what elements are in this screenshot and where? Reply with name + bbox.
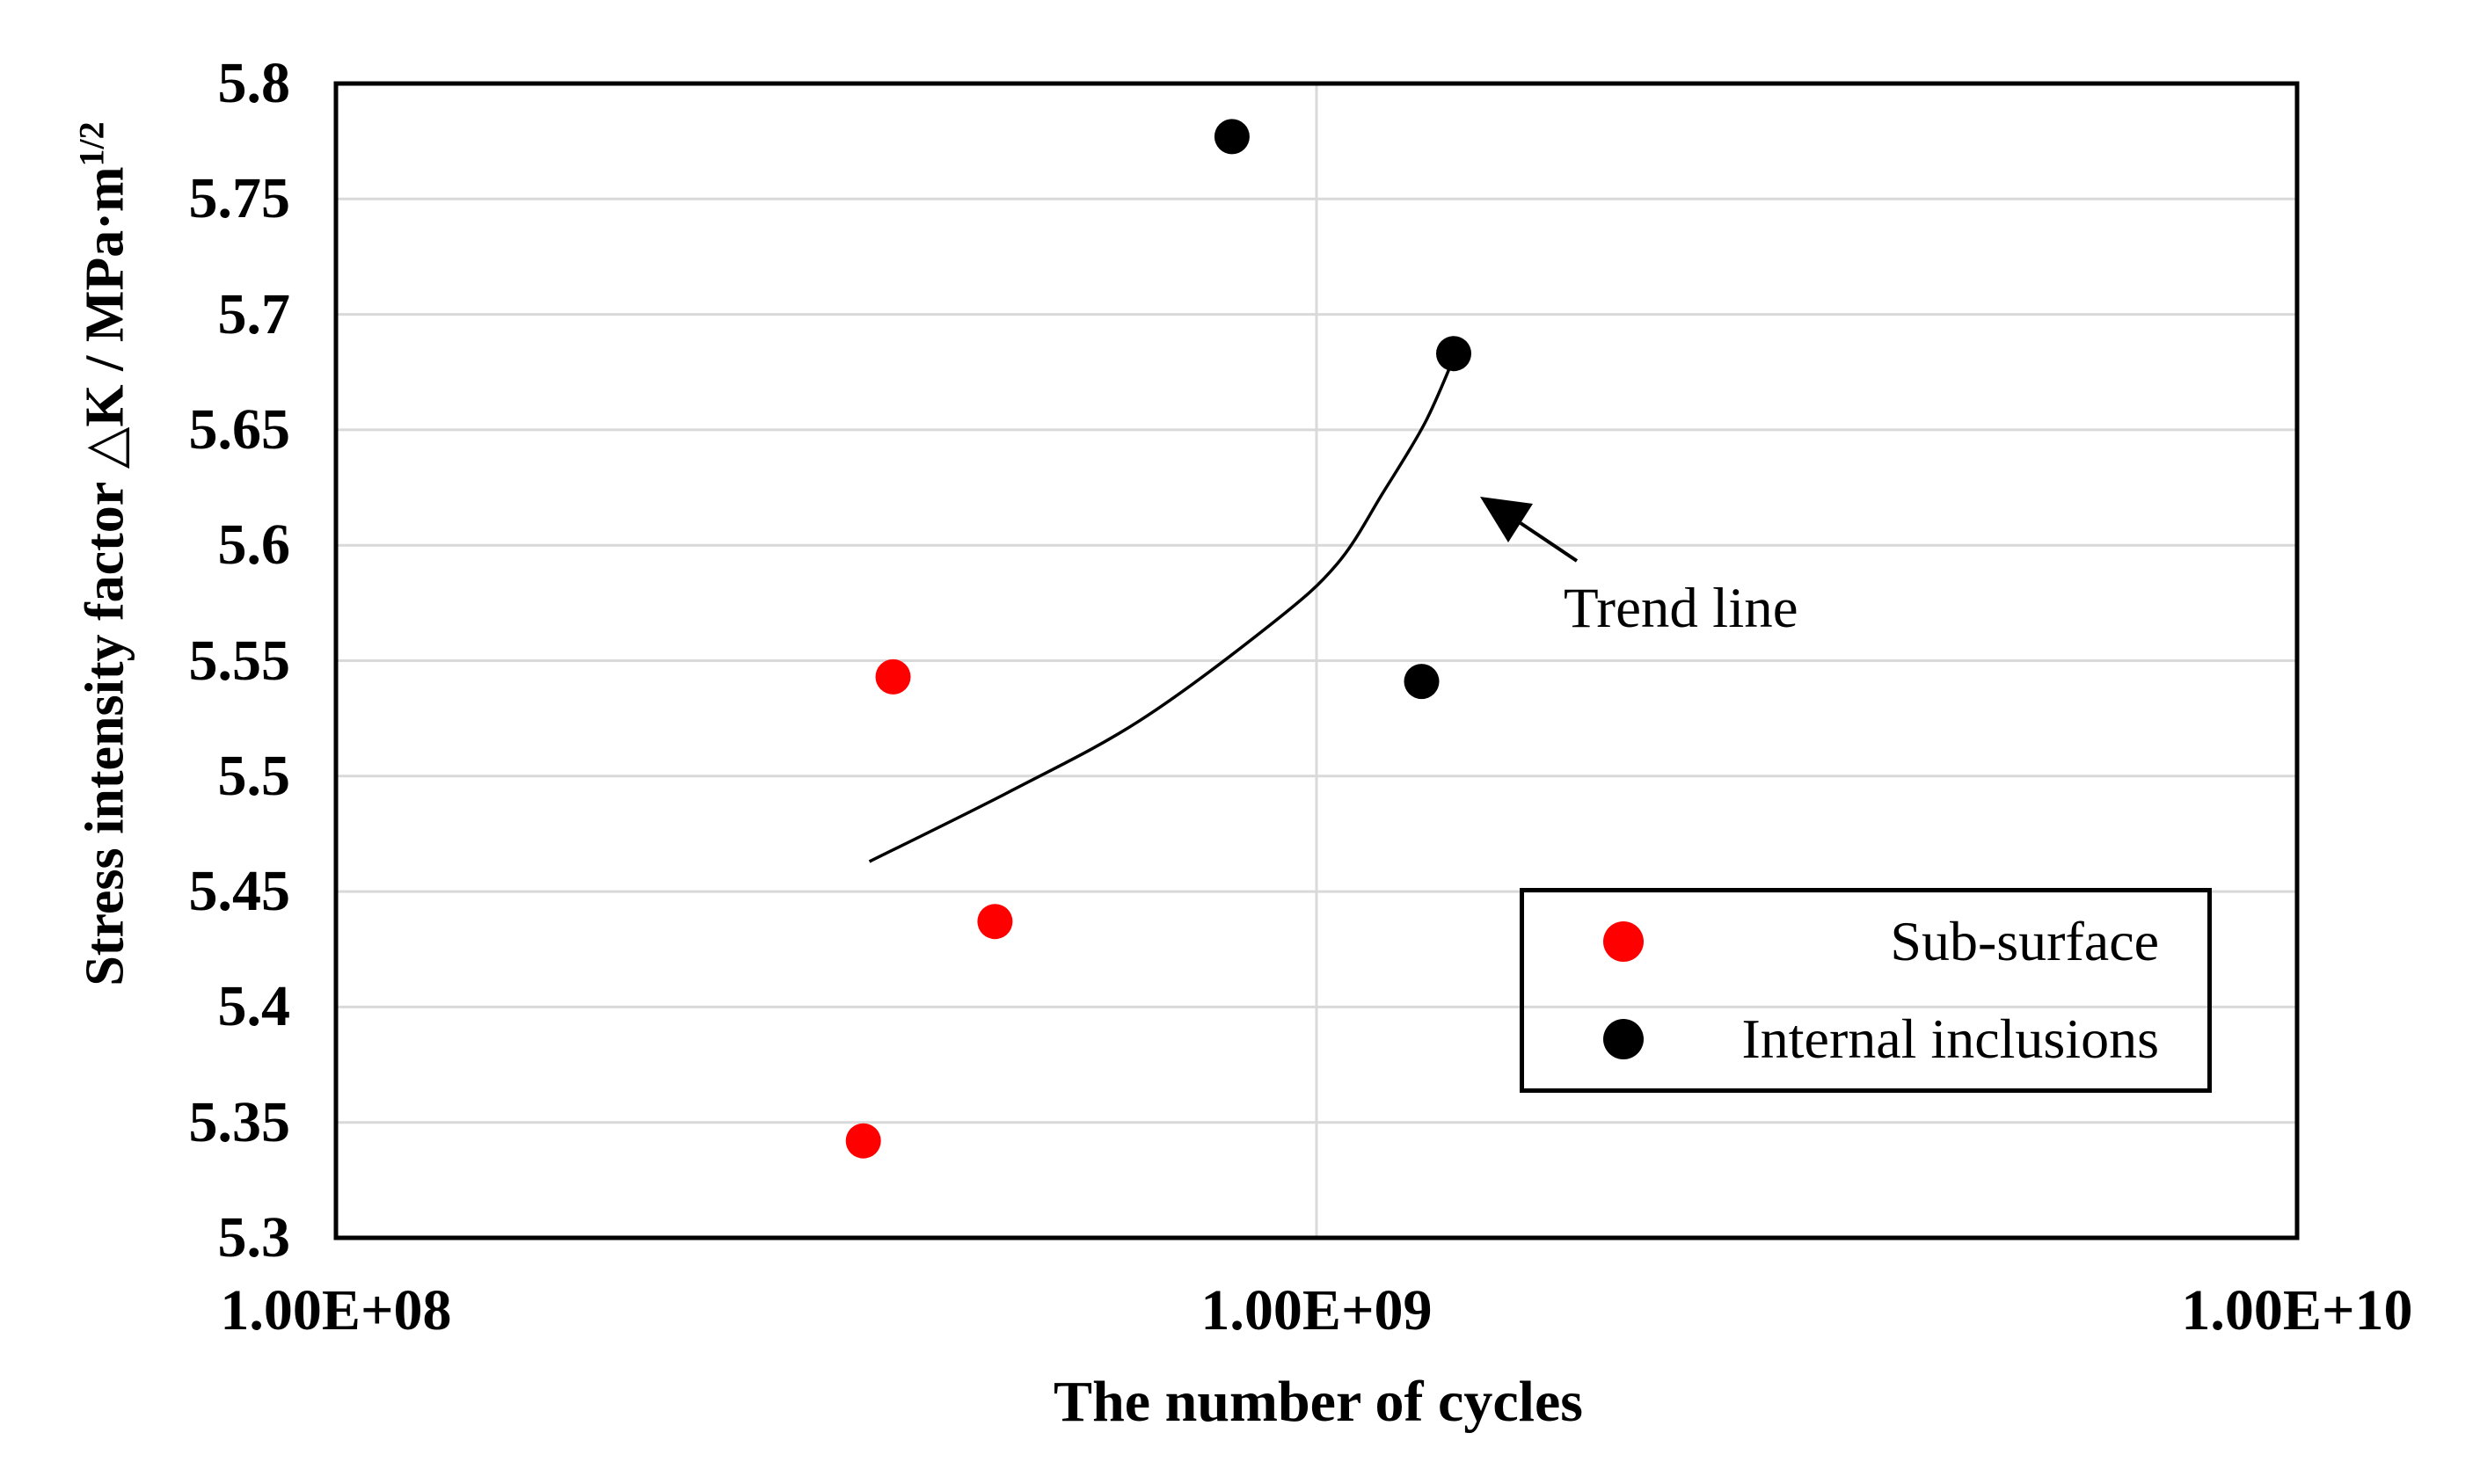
- data-point-internal-inclusions: [1404, 664, 1440, 700]
- y-tick-label: 5.55: [188, 628, 291, 693]
- y-tick-label: 5.45: [188, 859, 291, 924]
- y-tick-label: 5.3: [217, 1205, 291, 1269]
- legend-item-sub-surface: Sub-surface: [1524, 892, 2207, 991]
- y-tick-label: 5.6: [217, 513, 291, 578]
- y-axis-title-superscript: 1/2: [71, 121, 112, 167]
- x-axis-title: The number of cycles: [1054, 1370, 1583, 1434]
- data-point-sub-surface: [875, 658, 911, 695]
- sub-surface-marker-icon: [1603, 920, 1644, 962]
- plot-border: [333, 81, 2300, 1240]
- legend-label-internal-inclusions: Internal inclusions: [1741, 1008, 2159, 1071]
- y-tick-label: 5.65: [188, 396, 291, 462]
- y-tick-label: 5.8: [217, 51, 291, 115]
- internal-inclusions-marker-icon: [1603, 1019, 1644, 1060]
- trend-arrow-head-icon: [1480, 497, 1533, 542]
- trend-line-annotation-label: Trend line: [1564, 577, 1798, 640]
- y-tick-label: 5.4: [217, 974, 291, 1039]
- y-tick-label: 5.5: [217, 743, 291, 808]
- data-point-internal-inclusions: [1214, 119, 1250, 155]
- y-tick-label: 5.7: [217, 281, 291, 346]
- legend-label-sub-surface: Sub-surface: [1890, 909, 2159, 972]
- x-tick-label: 1.00E+10: [2181, 1278, 2413, 1342]
- y-tick-label: 5.35: [188, 1089, 291, 1154]
- trend-arrow-shaft: [1519, 521, 1579, 563]
- legend: Sub-surface Internal inclusions: [1520, 888, 2212, 1093]
- x-tick-label: 1.00E+09: [1200, 1278, 1433, 1342]
- y-tick-label: 5.75: [188, 166, 291, 231]
- trend-line-curve: [868, 357, 1455, 863]
- legend-item-internal-inclusions: Internal inclusions: [1524, 991, 2207, 1089]
- data-point-sub-surface: [845, 1123, 881, 1159]
- data-point-internal-inclusions: [1436, 336, 1471, 372]
- x-tick-label: 1.00E+08: [220, 1278, 452, 1342]
- data-point-sub-surface: [977, 904, 1013, 940]
